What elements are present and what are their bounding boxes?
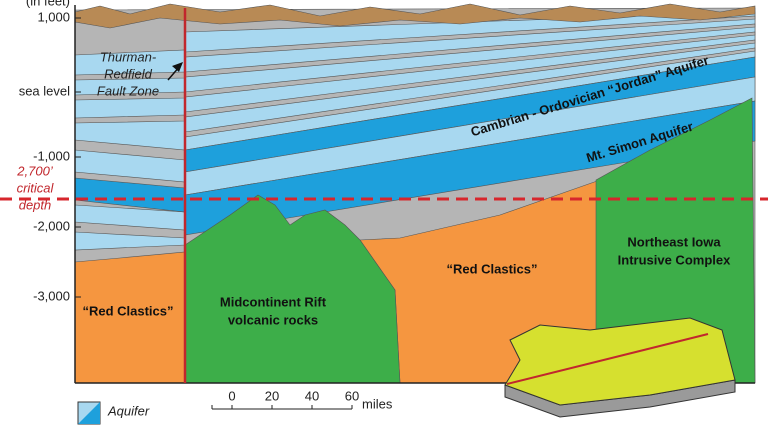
scale-unit: miles xyxy=(362,396,393,411)
critical-label: depth xyxy=(19,197,52,212)
scale-tick-label: 40 xyxy=(305,388,319,403)
inset-map xyxy=(504,317,736,418)
scale-tick-label: 60 xyxy=(345,388,359,403)
axis-label: sea level xyxy=(19,83,70,98)
legend: Aquifer xyxy=(77,401,150,425)
map-top xyxy=(504,317,736,406)
scale-tick-label: 20 xyxy=(265,388,279,403)
fault-label: Thurman- xyxy=(100,49,157,64)
axis-label: -3,000 xyxy=(33,288,70,303)
fault-label: Fault Zone xyxy=(97,83,159,98)
critical-label: critical xyxy=(17,180,55,195)
scale-bar: 0 20 40 60 miles xyxy=(211,388,393,411)
scale-tick-label: 0 xyxy=(228,388,235,403)
critical-label: 2,700’ xyxy=(16,163,54,178)
axis-label: -1,000 xyxy=(33,148,70,163)
legend-swatch-dark xyxy=(78,402,100,424)
fault-label: Redfield xyxy=(104,66,152,81)
section-line xyxy=(506,333,709,385)
intrusive-label: Intrusive Complex xyxy=(618,252,731,267)
scale-lines xyxy=(211,405,353,410)
axis-ticks xyxy=(75,17,81,298)
axis-label: 1,000 xyxy=(37,9,70,24)
arrow-head xyxy=(172,62,183,72)
red-clastics-label: “Red Clastics” xyxy=(446,261,537,276)
axis-unit: (in feet) xyxy=(26,0,70,8)
surface-sediment xyxy=(74,3,756,29)
rift-label: volcanic rocks xyxy=(228,312,318,327)
axis-label: -2,000 xyxy=(33,218,70,233)
red-clastics-label: “Red Clastics” xyxy=(82,303,173,318)
intrusive-label: Northeast Iowa xyxy=(627,234,721,249)
legend-label: Aquifer xyxy=(107,403,150,418)
rift-label: Midcontinent Rift xyxy=(220,294,327,309)
